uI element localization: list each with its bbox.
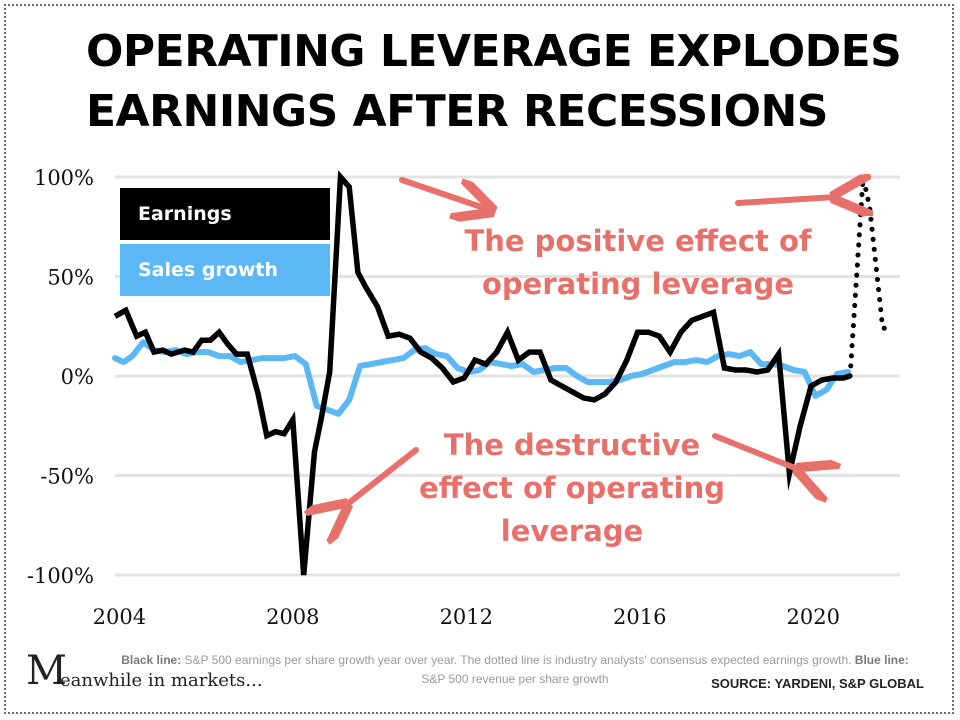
sales-growth-line bbox=[112, 339, 851, 417]
brand-logo-initial: M bbox=[26, 648, 67, 694]
brand-logo-text: eanwhile in markets... bbox=[60, 670, 263, 691]
chart-title-line-1: OPERATING LEVERAGE EXPLODES bbox=[86, 26, 902, 77]
footnote-blue-label: Blue line: bbox=[854, 653, 909, 667]
y-tick-label: 100% bbox=[34, 166, 94, 190]
y-tick-label: -100% bbox=[27, 564, 94, 588]
annotation-positive-line-2: operating leverage bbox=[481, 267, 794, 301]
annotation-negative-line-2: effect of operating bbox=[418, 471, 726, 505]
x-tick-label: 2004 bbox=[93, 605, 146, 629]
x-tick-label: 2016 bbox=[613, 605, 666, 629]
annotation-positive-line-1: The positive effect of bbox=[464, 224, 812, 258]
annotation-destructive-effect: The destructive effect of operating leve… bbox=[402, 424, 742, 553]
footnote: Black line: S&P 500 earnings per share g… bbox=[120, 651, 910, 689]
x-tick-label: 2012 bbox=[440, 605, 493, 629]
earnings-growth-line bbox=[113, 170, 851, 576]
annotation-negative-line-3: leverage bbox=[500, 514, 644, 548]
x-tick-label: 2008 bbox=[266, 605, 319, 629]
arrow-to-earnings-trough-2008 bbox=[345, 447, 419, 506]
page-border bbox=[4, 4, 954, 714]
arrow-to-earnings-trough-2020 bbox=[712, 433, 800, 470]
footnote-blue-text: S&P 500 revenue per share growth bbox=[421, 672, 609, 686]
arrow-to-earnings-peak-2021 bbox=[735, 197, 836, 203]
legend-earnings-growth: Earnings growth bbox=[120, 188, 330, 277]
arrow-to-earnings-peak-2009 bbox=[399, 177, 490, 210]
legend-sales-growth: Sales growth bbox=[120, 244, 330, 296]
x-tick-label: 2020 bbox=[787, 605, 840, 629]
footnote-black-label: Black line: bbox=[121, 653, 182, 667]
y-tick-label: 0% bbox=[61, 365, 94, 389]
brand-logo: M eanwhile in markets... bbox=[26, 648, 286, 696]
annotation-positive-effect: The positive effect of operating leverag… bbox=[448, 220, 828, 306]
y-tick-label: -50% bbox=[40, 465, 94, 489]
footnote-black-text: S&P 500 earnings per share growth year o… bbox=[181, 653, 852, 667]
y-tick-label: 50% bbox=[47, 266, 94, 290]
chart-title-line-2: EARNINGS AFTER RECESSIONS bbox=[86, 86, 829, 137]
chart-title: OPERATING LEVERAGE EXPLODES EARNINGS AFT… bbox=[86, 22, 946, 142]
annotation-negative-line-1: The destructive bbox=[443, 428, 701, 462]
source-credit: SOURCE: YARDENI, S&P GLOBAL bbox=[711, 676, 924, 691]
